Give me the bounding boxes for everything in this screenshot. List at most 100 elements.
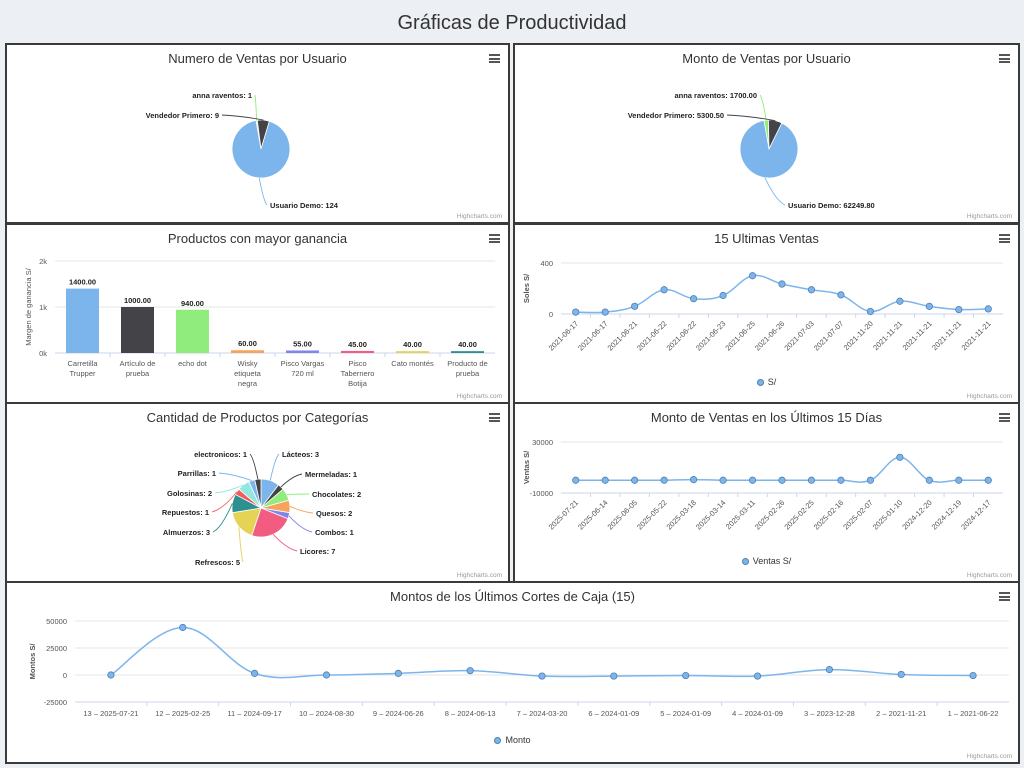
pie-data-label: Mermeladas: 1 (305, 470, 357, 479)
pie-data-label: Repuestos: 1 (162, 508, 209, 517)
legend-item[interactable]: Ventas S/ (515, 556, 1018, 566)
x-tick-label: 2025-02-07 (841, 498, 874, 531)
pie-data-label: Chocolates: 2 (312, 490, 361, 499)
data-point (866, 307, 874, 316)
x-tick-label: Pisco Vargas 720 ml (281, 359, 325, 378)
chart-title: Cantidad de Productos por Categorías (146, 410, 369, 425)
highcharts-credit[interactable]: Highcharts.com (456, 393, 502, 400)
x-tick-label: 2024-12-17 (959, 498, 992, 531)
x-tick-label: 2025-05-22 (635, 498, 668, 531)
page-title: Gráficas de Productividad (397, 12, 627, 34)
data-point (748, 272, 757, 280)
x-tick-label: Carretilla Trupper (67, 359, 98, 378)
x-tick-label: 2024-12-19 (930, 498, 963, 531)
highcharts-credit[interactable]: Highcharts.com (456, 213, 502, 220)
x-tick-label: Cato montés (391, 359, 434, 368)
x-tick-label: 2021-06-17 (576, 319, 609, 352)
data-point (896, 297, 904, 305)
data-point (825, 666, 833, 674)
data-point (984, 476, 992, 484)
x-tick-label: echo dot (178, 359, 208, 368)
bar (396, 351, 429, 353)
legend-marker-icon (494, 736, 502, 744)
data-point (837, 476, 845, 484)
bar (176, 309, 209, 353)
data-point (601, 476, 609, 484)
highcharts-credit[interactable]: Highcharts.com (966, 572, 1012, 579)
chart-title: Montos de los Últimos Cortes de Caja (15… (390, 589, 635, 604)
highcharts-credit[interactable]: Highcharts.com (966, 213, 1012, 220)
data-point (690, 476, 698, 484)
data-point (719, 476, 727, 484)
x-tick-label: 11 – 2024-09-17 (227, 709, 282, 718)
highcharts-credit[interactable]: Highcharts.com (966, 753, 1012, 760)
x-tick-label: Wisky etiqueta negra (234, 359, 262, 388)
pie-data-label: Refrescos: 5 (195, 558, 240, 567)
legend-item[interactable]: S/ (515, 377, 1018, 387)
data-point (719, 291, 727, 300)
chart-menu-icon[interactable] (999, 413, 1010, 422)
data-point (969, 671, 977, 680)
x-tick-label: Producto de prueba (447, 359, 487, 378)
x-tick-label: 2025-03-14 (694, 498, 727, 531)
pie-connector (221, 114, 264, 121)
data-point (538, 672, 546, 680)
pie-connector (254, 94, 258, 121)
x-tick-label: 4 – 2024-01-09 (732, 709, 783, 718)
y-tick-label: 1k (39, 303, 47, 312)
chart-menu-icon[interactable] (489, 54, 500, 63)
y-tick-label: 0k (39, 349, 47, 358)
chart-menu-icon[interactable] (999, 54, 1010, 63)
x-tick-label: 2021-11-21 (901, 319, 934, 352)
data-point (682, 671, 690, 680)
bar-data-label: 1000.00 (124, 296, 151, 305)
pie-data-label: Lácteos: 3 (282, 450, 319, 459)
x-tick-label: 2025-02-26 (753, 498, 786, 531)
panel-monto-usuario: Monto de Ventas por Usuario anna ravento… (513, 43, 1020, 224)
chart-menu-icon[interactable] (999, 234, 1010, 243)
x-tick-label: 12 – 2025-02-25 (155, 709, 210, 718)
chart-title: Monto de Ventas por Usuario (682, 51, 851, 66)
bar (121, 307, 154, 353)
pie-connector (211, 491, 238, 513)
x-tick-label: 2021-07-03 (782, 319, 815, 352)
x-tick-label: 2021-11-21 (930, 319, 963, 352)
data-point (631, 302, 639, 310)
chart-menu-icon[interactable] (489, 234, 500, 243)
legend-marker-icon (741, 557, 749, 565)
data-point (807, 286, 816, 294)
x-tick-label: 2021-06-22 (635, 319, 668, 352)
pie-data-label: Vendedor Primero: 5300.50 (628, 111, 724, 120)
data-point (660, 476, 668, 484)
highcharts-credit[interactable]: Highcharts.com (966, 393, 1012, 400)
pie-chart-categorias: Lácteos: 3 Mermeladas: 1 Chocolates: 2 Ques… (162, 450, 361, 567)
y-tick-label: -10000 (530, 489, 553, 498)
x-tick-label: Artículo de prueba (120, 359, 156, 378)
chart-title: Numero de Ventas por Usuario (168, 51, 347, 66)
data-point (896, 453, 904, 461)
legend-item[interactable]: Monto (7, 735, 1018, 745)
chart-menu-icon[interactable] (489, 413, 500, 422)
x-tick-label: 2021-07-07 (812, 319, 845, 352)
x-tick-label: 2024-12-20 (900, 498, 933, 531)
chart-title: Productos con mayor ganancia (167, 231, 348, 246)
bar-data-label: 60.00 (238, 339, 257, 348)
data-point (394, 669, 402, 677)
pie-connector (238, 526, 244, 563)
x-tick-label: 2021-06-23 (694, 319, 727, 352)
data-point (572, 308, 580, 316)
x-tick-label: 3 – 2023-12-28 (804, 709, 855, 718)
pie-data-label: Combos: 1 (315, 528, 354, 537)
panel-productos-ganancia: Productos con mayor ganancia 0k 1k 2k Marge… (5, 223, 510, 404)
data-point (601, 308, 609, 316)
data-point (690, 295, 698, 303)
panel-monto-15-dias: Monto de Ventas en los Últimos 15 Días -… (513, 402, 1020, 583)
highcharts-credit[interactable]: Highcharts.com (456, 572, 502, 579)
x-tick-label: 13 – 2025-07-21 (83, 709, 138, 718)
data-point (251, 669, 259, 677)
x-tick-label: 6 – 2024-01-09 (588, 709, 639, 718)
chart-menu-icon[interactable] (999, 592, 1010, 601)
data-point (466, 667, 474, 675)
x-tick-label: 2021-06-17 (547, 319, 580, 352)
